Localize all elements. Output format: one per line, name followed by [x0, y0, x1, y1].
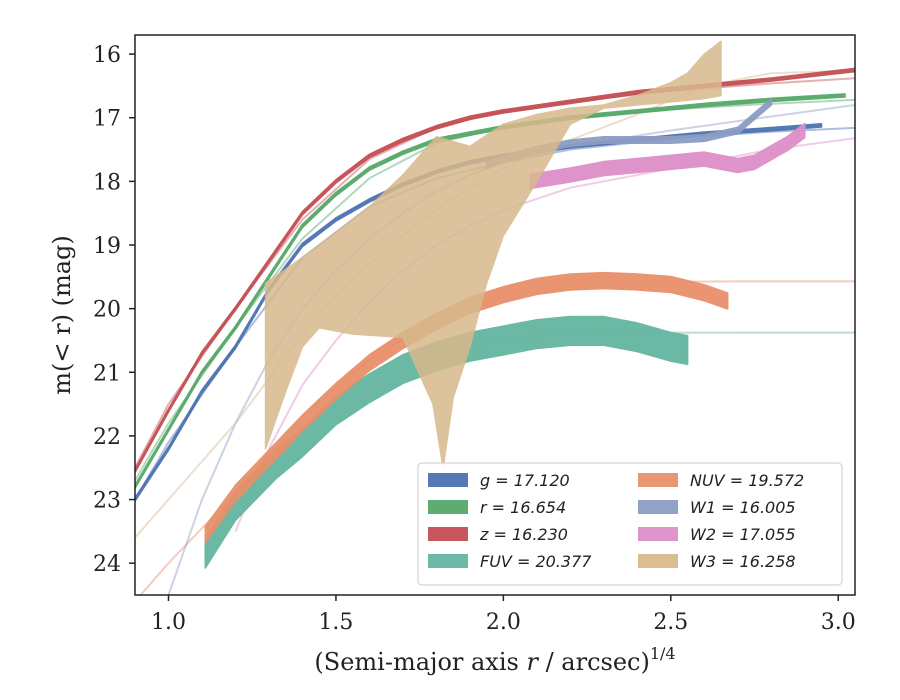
legend-label: r = 16.654: [480, 498, 566, 517]
y-axis-ticks: 16 17 18 19 20 21 22 23 24: [93, 43, 135, 577]
legend-item-w1: W1 = 16.005: [638, 498, 796, 517]
legend-item-z: z = 16.230: [428, 525, 568, 544]
legend-item-r: r = 16.654: [428, 498, 566, 517]
x-axis-label: (Semi-major axis r / arcsec)1/4: [314, 644, 675, 676]
x-tick-label: 2.0: [486, 610, 521, 635]
legend-item-w2: W2 = 17.055: [638, 525, 796, 544]
x-tick-label: 1.5: [318, 610, 353, 635]
legend-item-nuv: NUV = 19.572: [638, 471, 804, 490]
x-axis-label-sup: 1/4: [650, 644, 676, 663]
y-tick-label: 24: [93, 552, 121, 577]
legend-swatch: [638, 554, 678, 568]
legend-swatch: [638, 473, 678, 487]
y-tick-label: 22: [93, 425, 121, 450]
x-axis-label-tail: / arcsec): [538, 648, 650, 676]
profile-band-nuv: [204, 271, 729, 544]
legend-label: FUV = 20.377: [480, 552, 592, 571]
x-tick-label: 1.0: [151, 610, 186, 635]
legend-swatch: [428, 473, 468, 487]
y-tick-label: 21: [93, 361, 121, 386]
legend-box: [417, 462, 843, 586]
legend-label: W2 = 17.055: [690, 525, 796, 544]
legend-swatch: [638, 500, 678, 514]
legend-label: W1 = 16.005: [690, 498, 796, 517]
legend: g = 17.120 r = 16.654 z = 16.230 FUV = 20.3…: [417, 462, 843, 586]
legend-swatch: [428, 500, 468, 514]
y-tick-label: 18: [93, 170, 121, 195]
x-tick-label: 2.5: [653, 610, 688, 635]
x-axis-label-var: r: [526, 648, 539, 676]
x-axis-ticks: 1.0 1.5 2.0 2.5 3.0: [151, 595, 856, 635]
legend-label: NUV = 19.572: [690, 471, 804, 490]
legend-swatch: [638, 527, 678, 541]
profile-band-w3: [264, 40, 722, 469]
y-tick-label: 17: [93, 107, 121, 132]
y-axis-label: m(< r) (mag): [48, 235, 76, 394]
legend-item-fuv: FUV = 20.377: [428, 552, 592, 571]
x-axis-label-head: (Semi-major axis: [314, 648, 526, 676]
legend-swatch: [428, 527, 468, 541]
profile-band-w2: [529, 122, 806, 190]
legend-label: W3 = 16.258: [690, 552, 796, 571]
y-tick-label: 19: [93, 234, 121, 259]
legend-item-g: g = 17.120: [428, 471, 570, 490]
legend-swatch: [428, 554, 468, 568]
measured-profiles: [135, 40, 855, 569]
legend-label: z = 16.230: [479, 525, 568, 544]
profile-band-r: [135, 93, 846, 490]
legend-item-w3: W3 = 16.258: [638, 552, 796, 571]
y-tick-label: 23: [93, 489, 121, 514]
y-tick-label: 16: [93, 43, 121, 68]
x-tick-label: 3.0: [821, 610, 856, 635]
y-tick-label: 20: [93, 298, 121, 323]
legend-label: g = 17.120: [480, 471, 570, 490]
profile-band-z: [135, 67, 855, 474]
profile-band-g: [135, 123, 823, 502]
plot-frame: [134, 34, 856, 596]
